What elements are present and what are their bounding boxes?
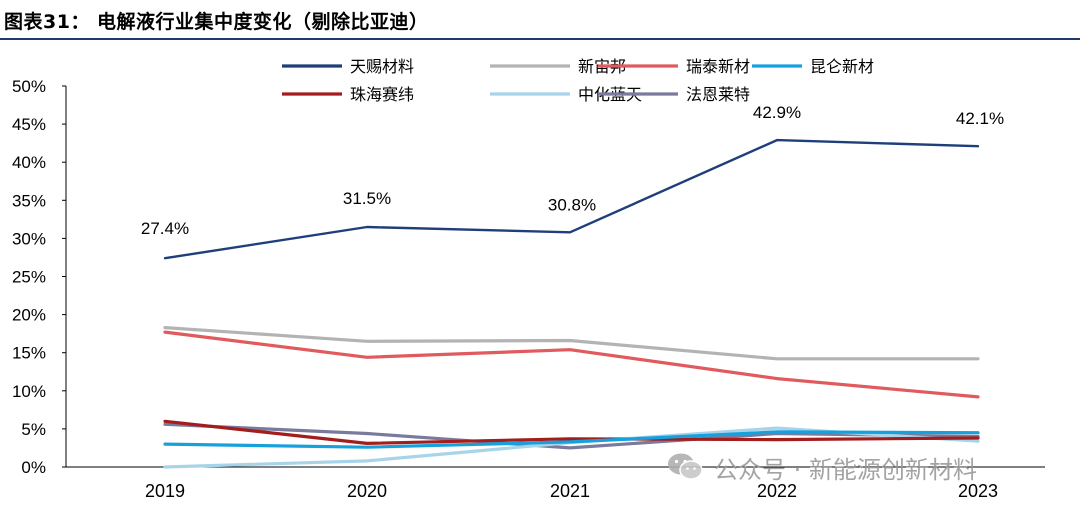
y-tick-label: 35% xyxy=(12,191,46,210)
x-axis: 2019 2020 2021 2022 2023 xyxy=(66,466,1045,501)
x-tick-label: 2019 xyxy=(145,481,185,501)
series-line-7 xyxy=(163,422,980,450)
data-label: 31.5% xyxy=(343,189,391,208)
y-tick-label: 5% xyxy=(21,420,46,439)
y-tick-label: 20% xyxy=(12,306,46,325)
series-lines xyxy=(163,138,980,469)
legend-label: 天赐材料 xyxy=(350,57,414,76)
legend-label: 珠海赛纬 xyxy=(350,85,414,104)
y-tick-label: 10% xyxy=(12,382,46,401)
y-tick-label: 45% xyxy=(12,115,46,134)
x-tick-label: 2021 xyxy=(550,481,590,501)
data-label: 27.4% xyxy=(141,219,189,238)
y-tick-label: 50% xyxy=(12,77,46,96)
series-line-3 xyxy=(163,330,980,399)
x-tick-label: 2022 xyxy=(757,481,797,501)
data-labels: 27.4% 31.5% 30.8% 42.9% 42.1% xyxy=(141,103,1004,238)
y-tick-label: 25% xyxy=(12,268,46,287)
series-line-1 xyxy=(163,138,980,260)
data-label: 42.9% xyxy=(753,103,801,122)
data-label: 42.1% xyxy=(956,109,1004,128)
y-tick-label: 0% xyxy=(21,458,46,477)
y-tick-label: 40% xyxy=(12,153,46,172)
watermark-text: 公众号 · 新能源创新材料 xyxy=(714,455,977,484)
watermark: 公众号 · 新能源创新材料 xyxy=(666,447,977,487)
series-line-2 xyxy=(163,326,980,361)
chart-title: 图表31： 电解液行业集中度变化（剔除比亚迪） xyxy=(4,11,429,33)
legend-label: 法恩莱特 xyxy=(686,85,750,104)
x-tick-label: 2023 xyxy=(958,481,998,501)
x-tick-label: 2020 xyxy=(347,481,387,501)
legend-label: 瑞泰新材 xyxy=(686,57,750,76)
series-line-5 xyxy=(163,419,980,445)
title-bar: 图表31： 电解液行业集中度变化（剔除比亚迪） xyxy=(0,0,1080,40)
series-line-4 xyxy=(163,430,980,449)
y-tick-label: 15% xyxy=(12,344,46,363)
legend-label: 昆仑新材 xyxy=(810,57,874,76)
y-tick-label: 30% xyxy=(12,229,46,248)
wechat-icon xyxy=(668,453,703,480)
data-label: 30.8% xyxy=(548,195,596,214)
y-axis: 0% 5% 10% 15% 20% 25% 30% 35% 40% 45% 50% xyxy=(12,77,67,477)
